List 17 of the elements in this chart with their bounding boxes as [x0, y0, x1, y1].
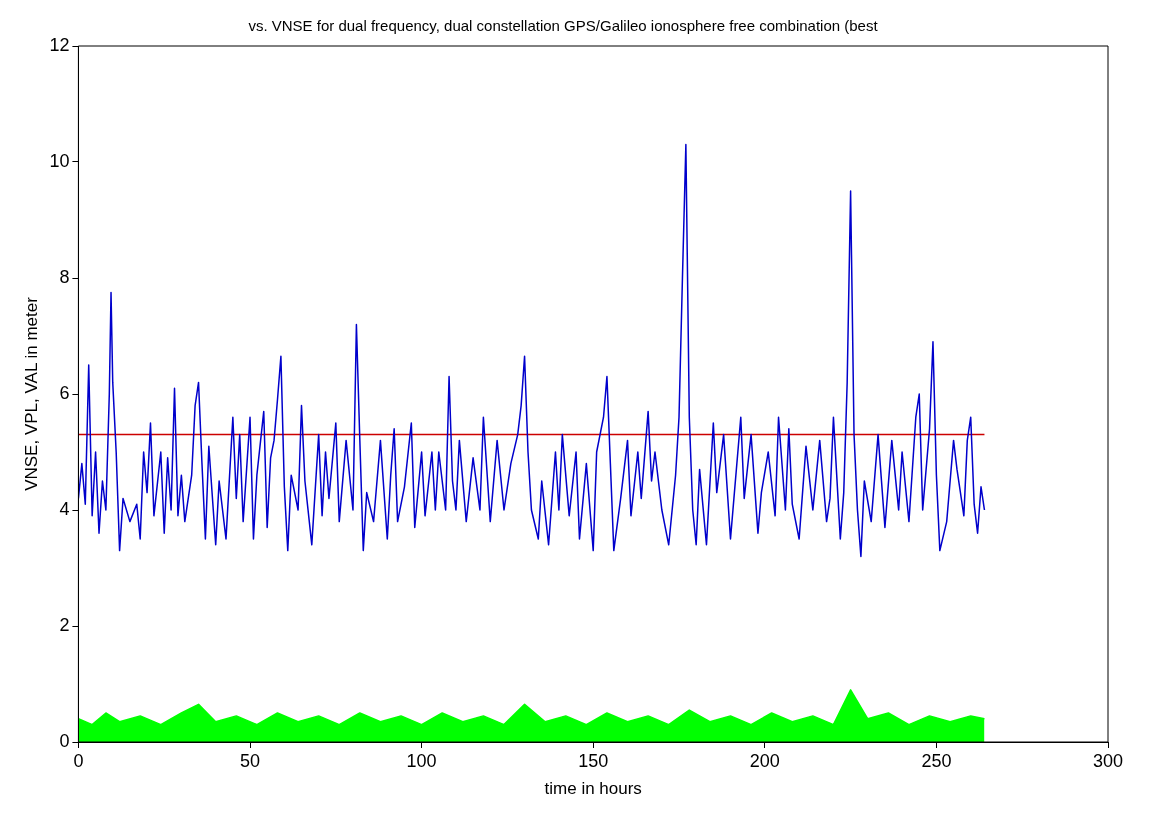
x-axis-title: time in hours: [544, 779, 642, 799]
x-tick-label: 150: [578, 750, 609, 771]
x-tick-label: 300: [1092, 750, 1124, 771]
x-tick-label: 250: [921, 750, 952, 771]
y-tick-label: 6: [59, 382, 70, 403]
y-tick-label: 2: [59, 614, 70, 635]
y-tick-label: 0: [59, 730, 70, 751]
x-tick-label: 50: [240, 750, 261, 771]
x-tick-label: 200: [749, 750, 780, 771]
y-tick-label: 4: [59, 498, 70, 519]
y-tick-label: 8: [59, 266, 70, 287]
y-tick-label: 12: [49, 34, 70, 55]
y-axis-title: VNSE, VPL, VAL in meter: [21, 296, 41, 491]
x-tick-label: 0: [73, 750, 84, 771]
y-tick-label: 10: [49, 150, 70, 171]
x-tick-label: 100: [406, 750, 437, 771]
chart-title: vs. VNSE for dual frequency, dual constellation GPS/Galileo ionosphere free combination (best: [248, 17, 879, 35]
